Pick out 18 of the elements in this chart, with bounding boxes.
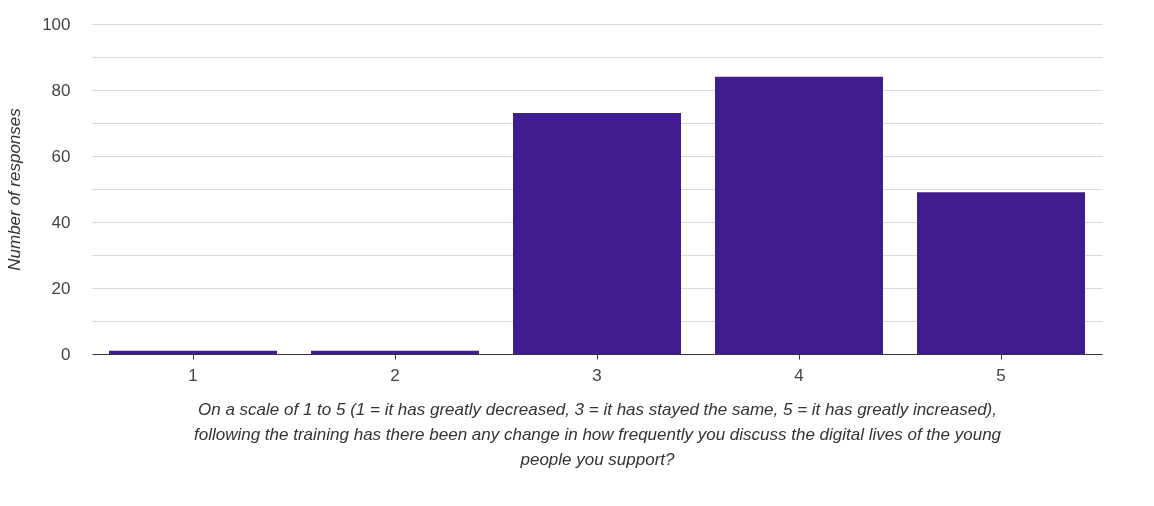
y-tick-label: 80: [51, 80, 71, 100]
bar: [917, 192, 1085, 354]
y-tick-label: 0: [61, 344, 71, 364]
x-axis-title: On a scale of 1 to 5 (1 = it has greatly decreased, 3 = it has stayed the same, 5 = it has greatly increased), following the training has there been any change in how frequently you discuss the digital lives of the young people you support?: [193, 399, 1002, 469]
x-tick-label: 4: [794, 365, 804, 385]
bar: [311, 350, 479, 354]
x-tick-label: 2: [390, 365, 400, 385]
y-tick-label: 20: [51, 278, 71, 298]
bar: [109, 350, 277, 354]
y-tick-label: 100: [42, 14, 71, 34]
y-tick-label: 40: [51, 212, 71, 232]
x-tick-label: 3: [592, 365, 602, 385]
x-tick-label: 1: [188, 365, 198, 385]
bar: [715, 76, 883, 354]
y-axis-title: Number of responses: [5, 107, 25, 271]
y-tick-label: 60: [51, 146, 71, 166]
x-tick-label: 5: [996, 365, 1006, 385]
bar: [513, 113, 681, 354]
